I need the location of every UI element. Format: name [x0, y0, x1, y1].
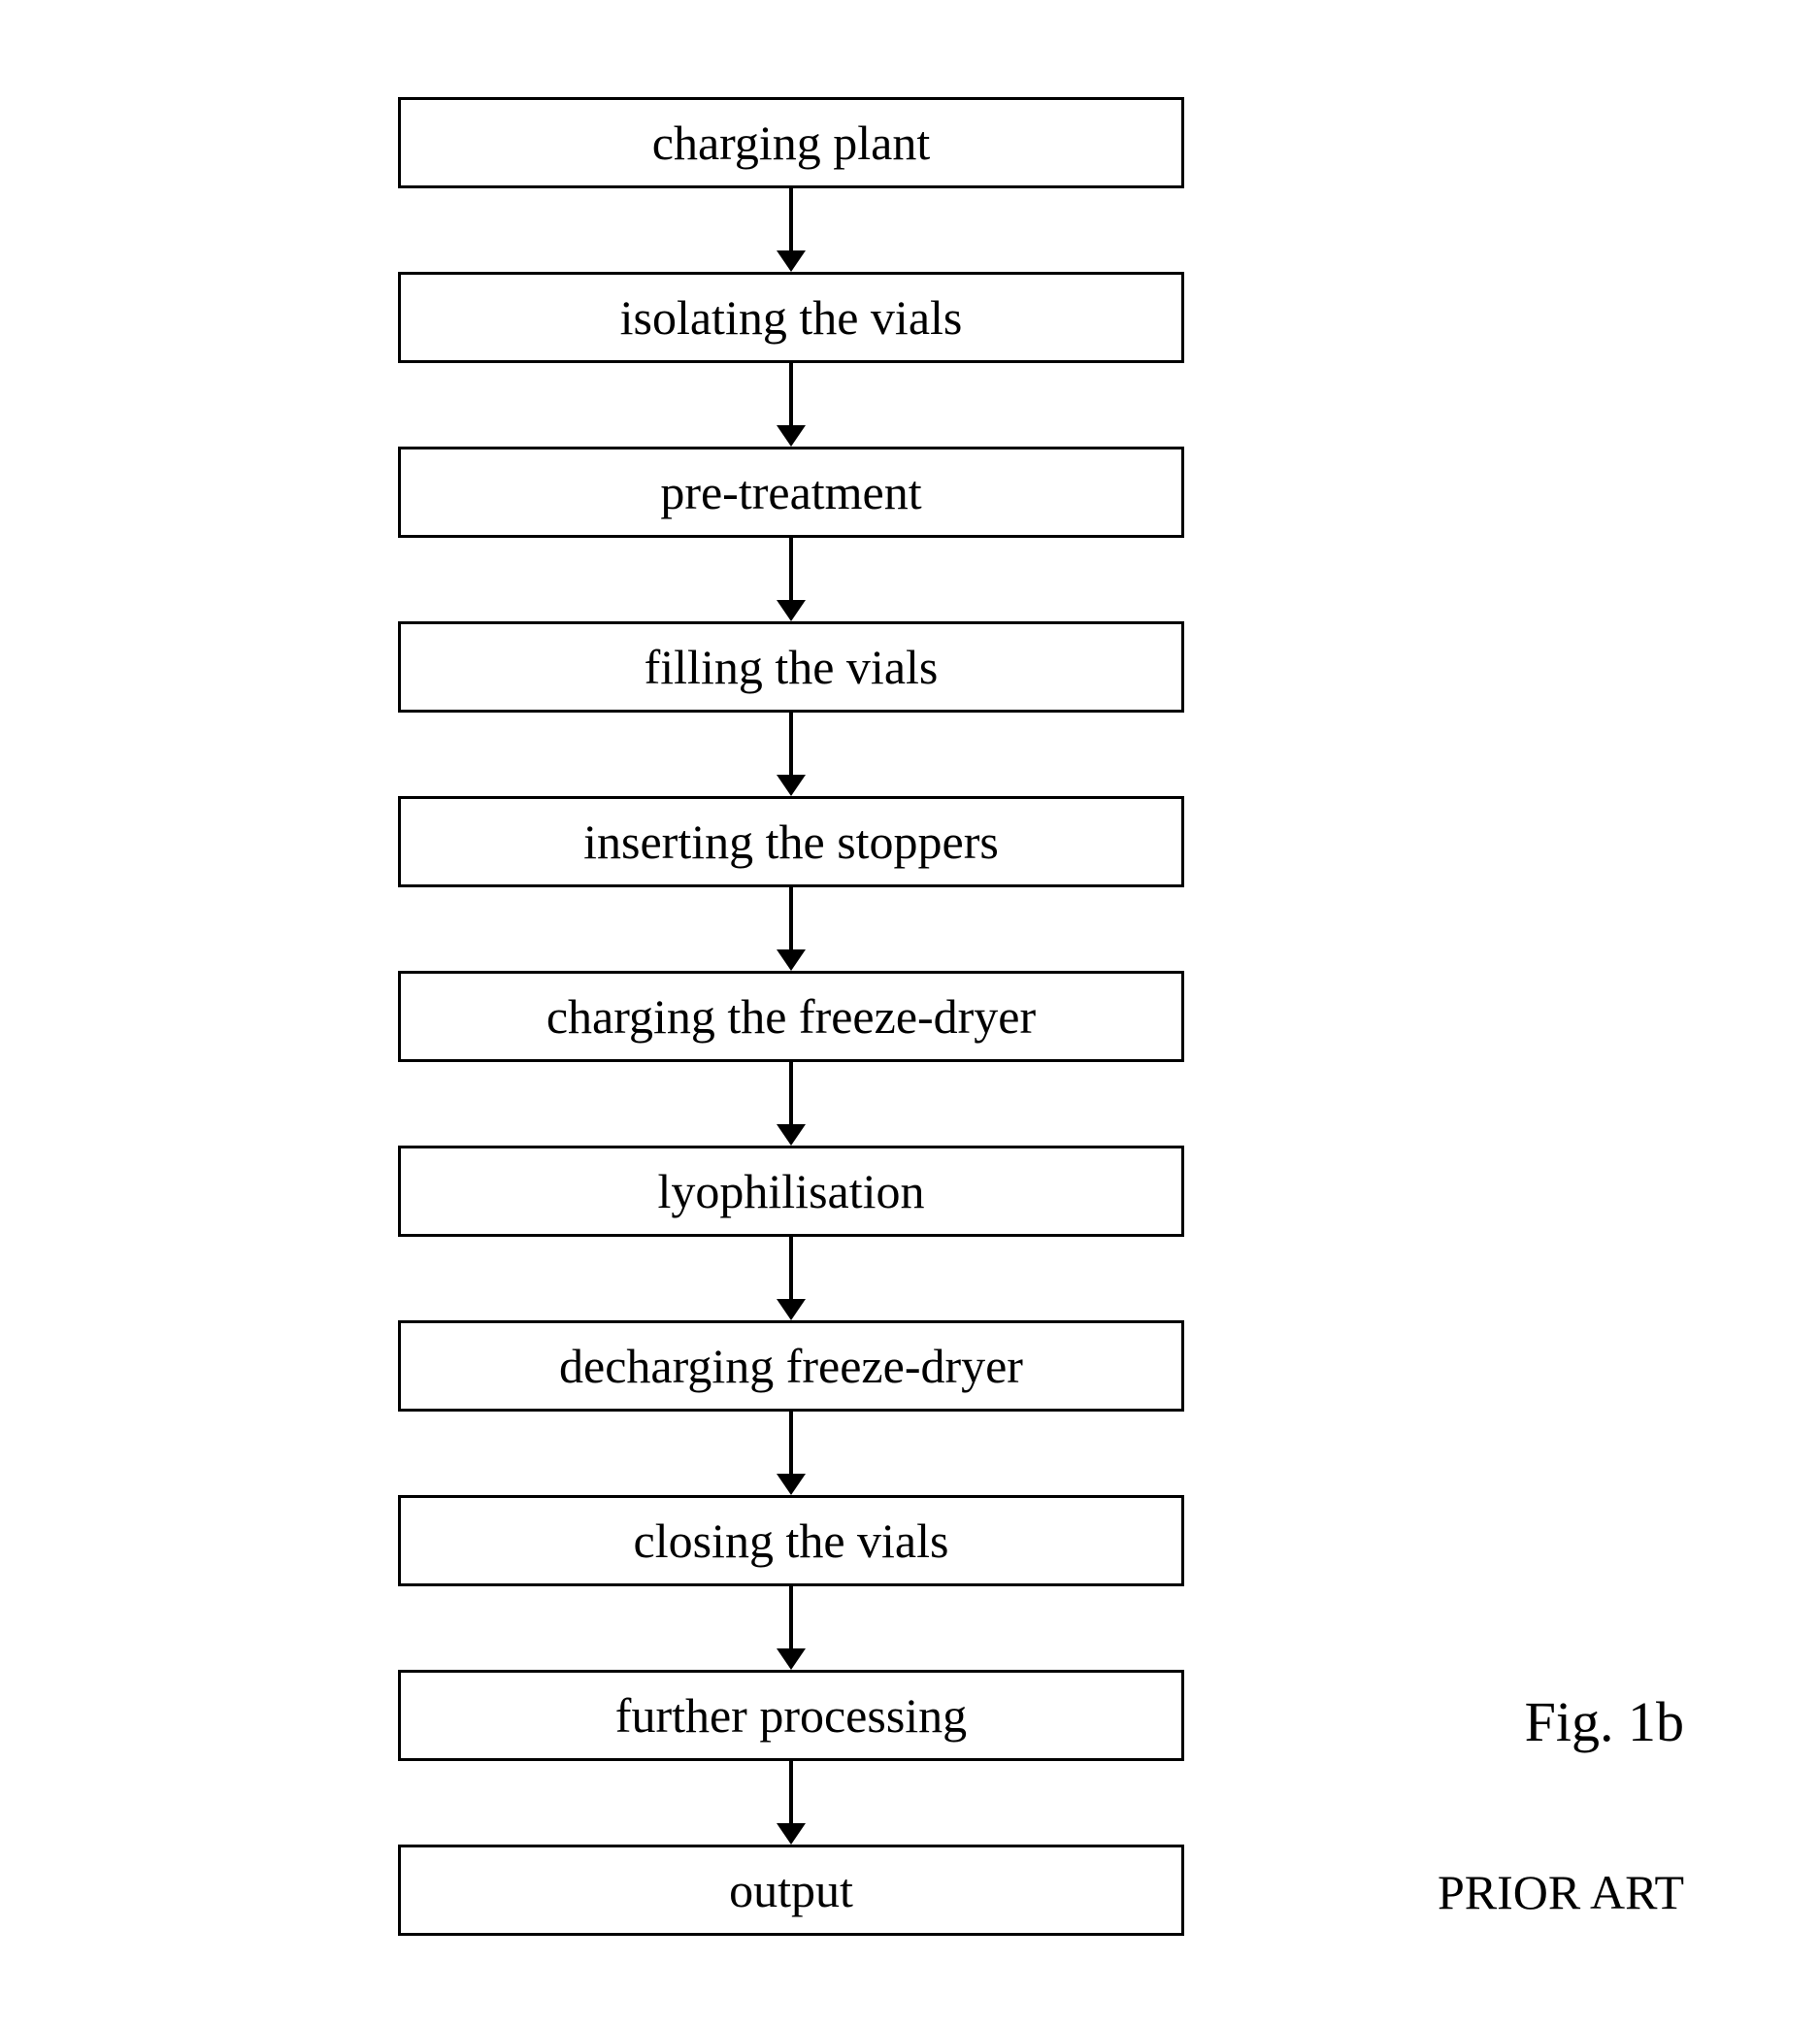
- flow-step-6-label: charging the freeze-dryer: [546, 988, 1036, 1045]
- flow-step-7: lyophilisation: [398, 1146, 1184, 1237]
- arrow-4: [777, 713, 806, 796]
- flow-step-5: inserting the stoppers: [398, 796, 1184, 887]
- flow-step-11: output: [398, 1845, 1184, 1936]
- arrow-7: [777, 1237, 806, 1320]
- arrow-2: [777, 363, 806, 447]
- arrow-3: [777, 538, 806, 621]
- flow-step-1: charging plant: [398, 97, 1184, 188]
- flow-step-2-label: isolating the vials: [620, 289, 963, 346]
- flow-step-8: decharging freeze-dryer: [398, 1320, 1184, 1412]
- flow-step-10-label: further processing: [615, 1687, 967, 1744]
- flow-step-2: isolating the vials: [398, 272, 1184, 363]
- prior-art-label: PRIOR ART: [1438, 1864, 1684, 1920]
- arrow-10: [777, 1761, 806, 1845]
- flowchart-container: charging plant isolating the vials pre-t…: [398, 97, 1184, 1936]
- arrow-1: [777, 188, 806, 272]
- arrow-5: [777, 887, 806, 971]
- flow-step-4-label: filling the vials: [645, 639, 939, 695]
- arrow-8: [777, 1412, 806, 1495]
- flow-step-11-label: output: [729, 1862, 853, 1918]
- flow-step-5-label: inserting the stoppers: [583, 814, 999, 870]
- flow-step-9: closing the vials: [398, 1495, 1184, 1586]
- flow-step-1-label: charging plant: [652, 115, 931, 171]
- flow-step-9-label: closing the vials: [634, 1513, 949, 1569]
- flow-step-3-label: pre-treatment: [660, 464, 921, 520]
- arrow-6: [777, 1062, 806, 1146]
- flow-step-10: further processing: [398, 1670, 1184, 1761]
- figure-label: Fig. 1b: [1525, 1689, 1684, 1754]
- flow-step-4: filling the vials: [398, 621, 1184, 713]
- flow-step-3: pre-treatment: [398, 447, 1184, 538]
- arrow-9: [777, 1586, 806, 1670]
- flow-step-7-label: lyophilisation: [658, 1163, 925, 1219]
- flow-step-6: charging the freeze-dryer: [398, 971, 1184, 1062]
- flow-step-8-label: decharging freeze-dryer: [559, 1338, 1023, 1394]
